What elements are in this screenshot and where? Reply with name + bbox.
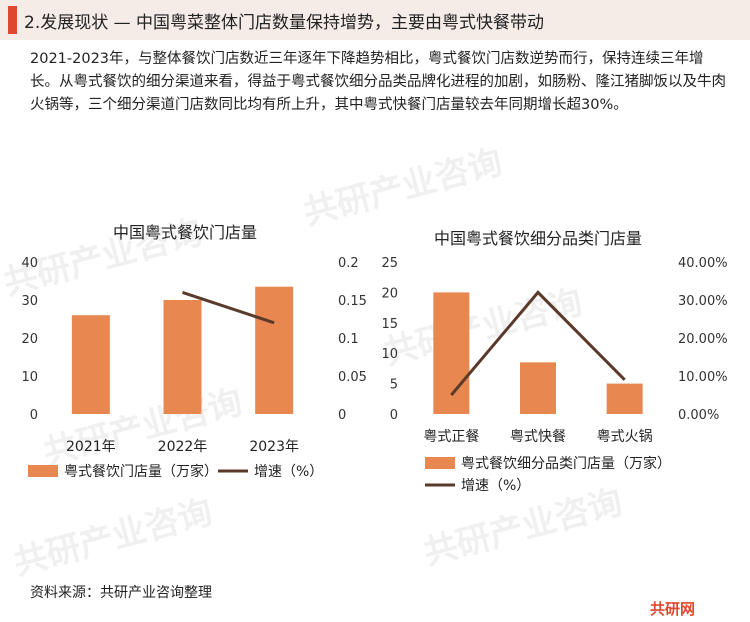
y-right-tick-label: 0 [338,408,346,423]
y-right-tick-label: 0.1 [338,332,359,347]
line-series [182,290,275,325]
y-right-tick-label: 0.15 [338,294,367,309]
brand-logo: 共研网 [650,600,696,618]
x-tick-label: 粤式快餐 [510,429,566,445]
y-left-tick-label: 0 [390,408,398,423]
y-right-tick-label: 10.00% [678,370,728,385]
description-paragraph: 2021-2023年，与整体餐饮门店数近三年逐年下降趋势相比，粤式餐饮门店数逆势… [30,51,726,113]
bar [520,362,556,414]
page-title: 2.发展现状 — 中国粤菜整体门店数量保持增势，主要由粤式快餐带动 [24,13,545,33]
line-series [450,290,626,396]
y-right-tick-label: 0.00% [678,408,719,423]
y-left-tick-label: 5 [390,378,398,393]
legend-label: 粤式餐饮门店量（万家） [64,463,218,480]
y-right-tick-label: 20.00% [678,332,728,347]
y-left-tick-label: 10 [381,347,398,362]
y-right-tick-label: 0.2 [338,256,359,271]
y-left-tick-label: 25 [381,256,398,271]
header-accent-bar [8,6,17,34]
bar [255,286,294,414]
x-tick-label: 2021年 [66,439,116,455]
x-tick-label: 2023年 [249,439,299,455]
chart-title: 中国粤式餐饮门店量 [113,223,257,242]
y-left-tick-label: 20 [381,286,398,301]
y-left-tick-label: 15 [381,317,398,332]
y-right-tick-label: 40.00% [678,256,728,271]
bar [433,292,470,414]
legend-label: 增速（%） [254,464,323,480]
legend-bar-swatch [28,465,58,477]
y-left-tick-label: 40 [21,256,38,271]
y-left-tick-label: 30 [21,294,38,309]
chart-title: 中国粤式餐饮细分品类门店量 [434,229,642,248]
y-left-tick-label: 10 [21,370,38,385]
y-left-tick-label: 20 [21,332,38,347]
legend-label: 粤式餐饮细分品类门店量（万家） [461,455,671,472]
bar [606,383,643,414]
x-tick-label: 2022年 [158,439,208,455]
legend-bar-swatch [425,457,455,469]
header-banner: 2.发展现状 — 中国粤菜整体门店数量保持增势，主要由粤式快餐带动 [0,0,750,40]
source-note: 资料来源：共研产业咨询整理 [30,585,212,601]
x-tick-label: 粤式正餐 [423,429,479,445]
y-right-tick-label: 30.00% [678,294,728,309]
legend-label: 增速（%） [461,478,530,494]
y-right-tick-label: 0.05 [338,370,367,385]
bar [71,315,110,414]
x-tick-label: 粤式火锅 [597,429,653,445]
y-left-tick-label: 0 [30,408,38,423]
bar [163,300,202,414]
